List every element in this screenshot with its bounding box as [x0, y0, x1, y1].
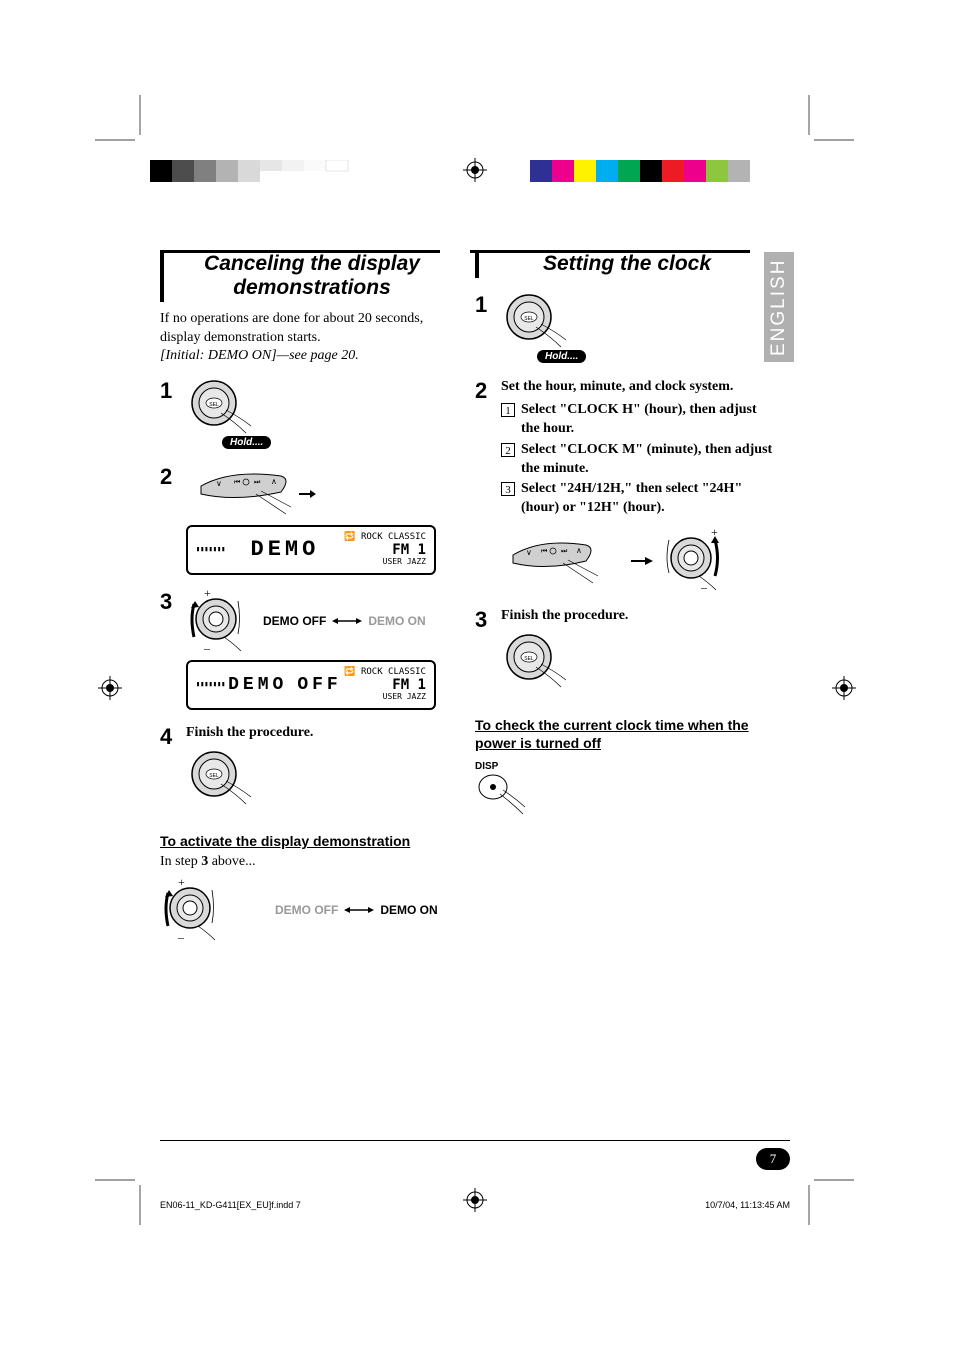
svg-text:SEL: SEL	[209, 402, 219, 408]
svg-text:SEL: SEL	[524, 656, 534, 662]
step4-text: Finish the procedure.	[186, 724, 460, 743]
sel-dial-icon: SEL	[501, 632, 571, 692]
volume-dial-icon: + –	[663, 528, 728, 593]
left-step-3: 3 + – DEMO OFF DEMO ON	[160, 589, 460, 654]
svg-text:⏮: ⏮	[541, 547, 547, 555]
radio-display-demo: ▮▮▮▮▮▮▮ DEMO 🔁 ROCK CLASSIC FM 1 USER JA…	[186, 525, 436, 575]
color-bar-left	[150, 160, 430, 182]
left-step-2: 2 ∨ ⏮ ⏭ ∧	[160, 464, 460, 519]
svg-text:∧: ∧	[271, 477, 277, 486]
footer-file: EN06-11_KD-G411[EX_EU]f.indd 7	[160, 1200, 301, 1210]
disp-label: DISP	[475, 761, 775, 772]
step-number: 3	[160, 589, 186, 615]
footer-timestamp: 10/7/04, 11:13:45 AM	[705, 1200, 790, 1210]
arrow-right-icon	[629, 555, 655, 567]
activate-text: In step 3 above...	[160, 853, 460, 872]
activate-heading: To activate the display demonstration	[160, 833, 460, 849]
left-initial: [Initial: DEMO ON]—see page 20.	[160, 348, 460, 364]
svg-text:⏮: ⏮	[234, 478, 240, 486]
volume-dial-icon: + –	[160, 878, 225, 943]
hold-badge: Hold....	[222, 436, 271, 449]
left-step-4: 4 Finish the procedure. SEL	[160, 724, 460, 809]
svg-text:⏭: ⏭	[561, 547, 568, 555]
left-intro: If no operations are done for about 20 s…	[160, 310, 460, 348]
substep-1: 1Select "CLOCK H" (hour), then adjust th…	[501, 401, 775, 439]
right-column: Setting the clock 1 SEL Hold.... 2 Set t…	[475, 250, 775, 822]
step-number: 3	[475, 607, 501, 633]
step-number: 1	[475, 292, 501, 318]
svg-text:⏭: ⏭	[254, 478, 261, 486]
bottom-rule	[160, 1140, 790, 1141]
right-step-3: 3 Finish the procedure. SEL	[475, 607, 775, 692]
right-step-1: 1 SEL Hold....	[475, 292, 775, 364]
lcd-demo-text: DEMO	[251, 537, 320, 562]
check-heading: To check the current clock time when the…	[475, 716, 775, 752]
svg-text:SEL: SEL	[524, 316, 534, 322]
sel-dial-icon: SEL	[186, 749, 256, 809]
step-number: 2	[475, 378, 501, 404]
rocker-icon: ∨ ⏮ ⏭ ∧	[186, 464, 326, 519]
svg-text:+: +	[178, 878, 185, 889]
svg-text:∨: ∨	[216, 479, 222, 488]
left-step-1: 1 SEL Hold....	[160, 378, 460, 450]
step-number: 1	[160, 378, 186, 404]
svg-text:–: –	[177, 930, 185, 943]
left-title: Canceling the display demonstrations	[160, 250, 460, 302]
demo-on-label: DEMO ON	[368, 614, 425, 628]
hold-badge: Hold....	[537, 350, 586, 363]
volume-dial-icon: + –	[186, 589, 251, 654]
page-number: 7	[756, 1148, 790, 1170]
rocker-icon: ∨ ⏮ ⏭ ∧	[501, 533, 621, 588]
demo-off-label: DEMO OFF	[263, 614, 326, 628]
svg-text:SEL: SEL	[209, 773, 219, 779]
demo-on-label: DEMO ON	[380, 903, 437, 917]
demo-toggle-on: DEMO OFF DEMO ON	[275, 903, 438, 917]
color-bar-right	[530, 160, 810, 182]
substep-3: 3Select "24H/12H," then select "24H" (ho…	[501, 480, 775, 518]
sel-dial-icon: SEL	[501, 292, 571, 352]
sel-dial-icon: SEL	[186, 378, 256, 438]
step-number: 4	[160, 724, 186, 750]
svg-text:–: –	[203, 641, 211, 654]
footer: EN06-11_KD-G411[EX_EU]f.indd 7 10/7/04, …	[160, 1200, 790, 1210]
step-number: 2	[160, 464, 186, 490]
svg-text:∨: ∨	[526, 548, 532, 557]
substep-2: 2Select "CLOCK M" (minute), then adjust …	[501, 441, 775, 479]
svg-text:∧: ∧	[576, 546, 582, 555]
svg-text:+: +	[204, 589, 211, 600]
step3-text: Finish the procedure.	[501, 607, 775, 626]
demo-off-label: DEMO OFF	[275, 903, 338, 917]
right-step-2: 2 Set the hour, minute, and clock system…	[475, 378, 775, 593]
step2-intro: Set the hour, minute, and clock system.	[501, 378, 775, 397]
disp-button-icon	[475, 772, 530, 822]
demo-toggle: DEMO OFF DEMO ON	[263, 614, 426, 628]
left-column: Canceling the display demonstrations If …	[160, 250, 460, 943]
right-title: Setting the clock	[475, 250, 775, 278]
radio-display-demo-off: ▮▮▮▮▮▮▮ DEMO OFF 🔁 ROCK CLASSIC FM 1 USE…	[186, 660, 436, 710]
